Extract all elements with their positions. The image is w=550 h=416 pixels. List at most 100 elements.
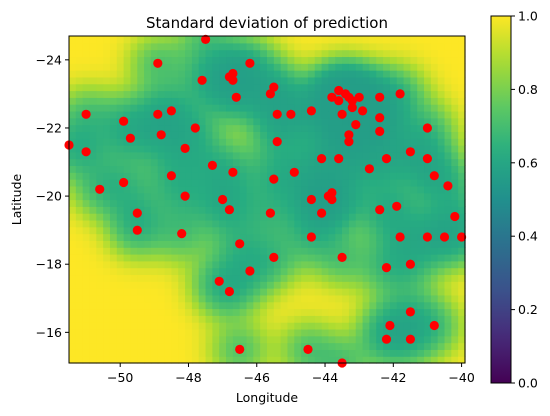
heatmap-cell [191, 185, 200, 194]
heatmap-cell [376, 315, 384, 323]
heatmap-cell [451, 192, 459, 201]
heatmap-cell [280, 240, 289, 248]
heatmap-cell [328, 342, 336, 350]
heatmap-cell [103, 322, 111, 330]
heatmap-cell [369, 138, 377, 146]
heatmap-cell [75, 342, 84, 350]
heatmap-cell [157, 349, 166, 357]
heatmap-cell [458, 226, 466, 235]
heatmap-cell [260, 63, 268, 71]
heatmap-cell [444, 240, 452, 248]
data-point [354, 92, 364, 102]
heatmap-cell [205, 165, 213, 173]
heatmap-cell [369, 83, 377, 92]
heatmap-cell [239, 158, 248, 167]
heatmap-cell [451, 138, 459, 146]
heatmap-cell [157, 36, 166, 44]
heatmap-cell [273, 36, 282, 44]
heatmap-cell [212, 185, 220, 194]
heatmap-cell [109, 233, 118, 241]
heatmap-cell [314, 117, 323, 126]
heatmap-cell [130, 83, 138, 92]
heatmap-cell [232, 165, 241, 173]
heatmap-cell [232, 288, 241, 296]
heatmap-cell [157, 226, 166, 235]
heatmap-cell [403, 213, 411, 221]
heatmap-cell [355, 260, 364, 269]
heatmap-cell [389, 226, 398, 235]
data-point [166, 106, 176, 116]
heatmap-cell [89, 233, 97, 241]
heatmap-cell [130, 56, 138, 64]
heatmap-cell [116, 36, 125, 44]
heatmap-cell [116, 49, 125, 58]
heatmap-cell [144, 288, 152, 296]
heatmap-cell [403, 124, 411, 132]
heatmap-cell [239, 110, 248, 119]
colorbar-tick-label: 0.8 [518, 82, 538, 97]
heatmap-cell [410, 199, 418, 207]
heatmap-cell [239, 315, 248, 323]
heatmap-cell [383, 185, 391, 194]
heatmap-cell [396, 328, 405, 337]
heatmap-cell [396, 240, 405, 248]
heatmap-cell [116, 247, 125, 255]
heatmap-cell [137, 124, 145, 132]
heatmap-cell [301, 158, 309, 167]
heatmap-cell [75, 138, 84, 146]
heatmap-cell [205, 294, 213, 303]
heatmap-cell [96, 49, 104, 58]
heatmap-cell [232, 131, 241, 139]
heatmap-cell [69, 233, 77, 241]
heatmap-cell [212, 192, 220, 201]
heatmap-cell [205, 138, 213, 146]
heatmap-cell [321, 165, 330, 173]
heatmap-cell [198, 322, 207, 330]
heatmap-cell [287, 199, 295, 207]
heatmap-cell [444, 349, 452, 357]
heatmap-cell [294, 42, 302, 51]
heatmap-cell [212, 49, 220, 58]
heatmap-cell [458, 42, 466, 51]
heatmap-cell [157, 192, 166, 201]
heatmap-cell [191, 42, 200, 51]
heatmap-cell [246, 158, 254, 167]
heatmap-cell [89, 42, 97, 51]
heatmap-cell [437, 124, 446, 132]
heatmap-cell [403, 117, 411, 126]
heatmap-cell [458, 240, 466, 248]
heatmap-cell [109, 63, 118, 71]
heatmap-cell [137, 281, 145, 289]
heatmap-cell [171, 247, 179, 255]
heatmap-cell [376, 301, 384, 310]
heatmap-cell [164, 165, 173, 173]
heatmap-cell [253, 56, 261, 64]
heatmap-cell [219, 233, 227, 241]
data-point [272, 109, 282, 119]
heatmap-cell [185, 138, 193, 146]
heatmap-cell [103, 158, 111, 167]
heatmap-cell [212, 97, 220, 105]
heatmap-cell [96, 199, 104, 207]
heatmap-cell [109, 288, 118, 296]
heatmap-cell [321, 131, 330, 139]
heatmap-cell [383, 42, 391, 51]
heatmap-cell [437, 274, 446, 282]
heatmap-cell [280, 349, 289, 357]
heatmap-cell [69, 328, 77, 337]
heatmap-cell [389, 301, 398, 310]
heatmap-cell [219, 49, 227, 58]
heatmap-cell [417, 294, 425, 303]
heatmap-cell [444, 281, 452, 289]
heatmap-cell [328, 63, 336, 71]
heatmap-cell [321, 349, 330, 357]
heatmap-cell [396, 274, 405, 282]
heatmap-cell [185, 233, 193, 241]
heatmap-cell [130, 117, 138, 126]
heatmap-cell [69, 110, 77, 119]
heatmap-cell [287, 281, 295, 289]
heatmap-cell [348, 172, 357, 180]
heatmap-cell [123, 281, 132, 289]
heatmap-cell [157, 138, 166, 146]
heatmap-cell [260, 179, 268, 187]
